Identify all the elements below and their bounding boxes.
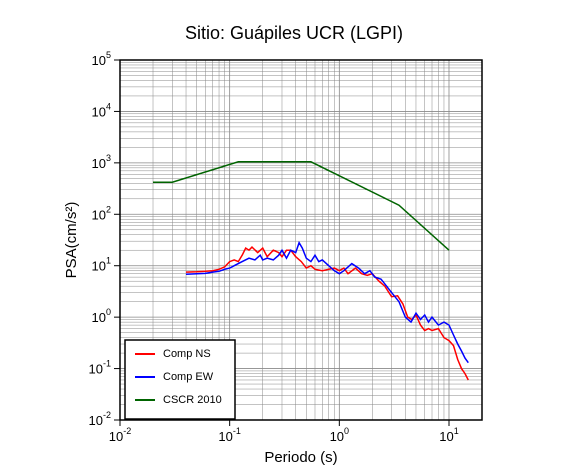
y-tick-label: 10-1 [89,359,111,377]
legend-label: Comp NS [163,348,211,360]
x-tick-label: 10-2 [109,426,131,444]
chart-title: Sitio: Guápiles UCR (LGPI) [185,23,403,43]
x-tick-label: 10-1 [218,426,240,444]
legend-label: Comp EW [163,371,214,383]
y-tick-label: 104 [92,102,111,120]
series-line [153,161,450,251]
y-tick-label: 105 [92,50,111,68]
x-tick-label: 100 [330,426,349,444]
y-tick-label: 10-2 [89,410,111,428]
y-axis-label: PSA(cm/s²) [63,202,80,279]
y-tick-label: 101 [92,256,111,274]
y-tick-label: 102 [92,205,111,223]
y-tick-label: 100 [92,308,111,326]
legend-label: CSCR 2010 [163,394,222,406]
x-tick-label: 101 [439,426,458,444]
y-tick-label: 103 [92,153,111,171]
series-line [185,240,469,364]
plot-frame [119,59,483,421]
x-axis-label: Periodo (s) [264,449,337,466]
